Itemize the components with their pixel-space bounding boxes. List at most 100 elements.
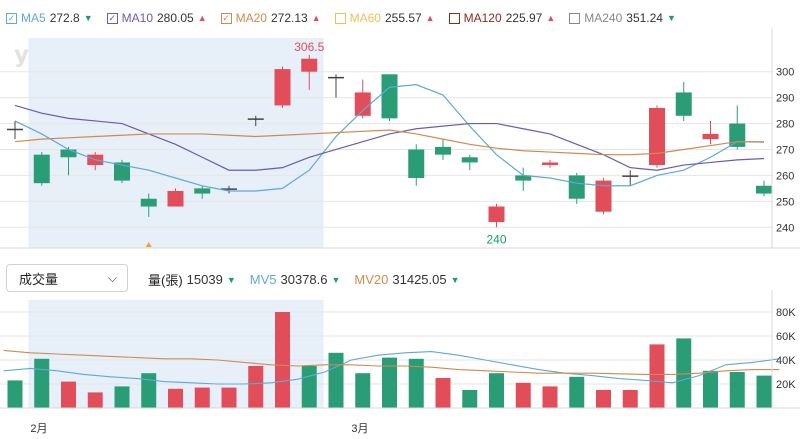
candle-body — [756, 185, 772, 194]
candle-body — [488, 206, 505, 223]
candle — [542, 159, 558, 168]
volume-bar — [275, 312, 290, 408]
volume-bar — [34, 358, 50, 408]
volume-legend-value: 31425.05 — [392, 272, 447, 287]
volume-ma-line-mv5 — [3, 351, 780, 385]
candle — [354, 79, 371, 119]
x-axis-label: 2月 — [30, 423, 47, 435]
candle — [461, 154, 478, 171]
price-tick-label: 290 — [776, 93, 794, 105]
candle — [221, 185, 237, 194]
legend-item-ma240[interactable]: MA240 351.24 ▼ — [569, 11, 676, 25]
candle-body — [33, 154, 50, 184]
candle-body — [167, 190, 184, 207]
triangle-down-icon: ▼ — [83, 13, 93, 23]
volume-legend-item-0: 量(張) 15039 ▼ — [148, 270, 236, 289]
price-tick-label: 300 — [776, 67, 794, 79]
candle-body — [702, 133, 719, 140]
triangle-up-icon: ▲ — [546, 13, 556, 23]
candle — [515, 167, 532, 191]
legend-name: MA20 — [235, 11, 267, 25]
candle — [488, 203, 505, 228]
volume-select-label: 成交量 — [19, 271, 59, 287]
ma-line-ma20 — [14, 129, 764, 156]
legend-checkbox[interactable]: ✓ — [106, 12, 118, 24]
legend-item-ma10[interactable]: ✓ MA10 280.05 ▲ — [106, 11, 207, 25]
legend-checkbox[interactable] — [448, 12, 460, 24]
legend-item-ma20[interactable]: ✓ MA20 272.13 ▲ — [220, 11, 321, 25]
candle — [247, 115, 264, 127]
volume-bar — [355, 373, 371, 408]
legend-value: 272.13 — [270, 11, 308, 25]
volume-bar — [515, 382, 531, 408]
volume-bar — [141, 373, 157, 408]
candle-body — [729, 123, 746, 147]
legend-value: 255.57 — [384, 11, 422, 25]
candle — [381, 74, 398, 121]
volume-bar — [168, 388, 183, 408]
candle-body — [675, 92, 692, 116]
candle-body — [381, 74, 398, 119]
volume-ma-line-mv20 — [3, 349, 780, 375]
legend-checkbox[interactable] — [334, 12, 346, 24]
price-tick-label: 240 — [776, 222, 794, 234]
candle-body — [542, 162, 558, 166]
low-price-label: 240 — [486, 232, 506, 246]
volume-legend-name: MV5 — [249, 272, 277, 287]
event-marker-icon — [145, 242, 152, 247]
chevron-down-icon: ⌵ — [107, 270, 117, 285]
volume-bar — [248, 366, 264, 408]
legend-item-ma5[interactable]: ✓ MA5 272.8 ▼ — [6, 11, 93, 25]
triangle-up-icon: ▲ — [197, 13, 207, 23]
volume-indicator-select[interactable]: 成交量 ⌵ — [6, 264, 128, 292]
candle — [756, 180, 772, 197]
candle — [60, 146, 77, 176]
legend-item-ma120[interactable]: MA120 225.97 ▲ — [448, 11, 556, 25]
candle — [622, 170, 639, 186]
candle-body — [568, 175, 585, 199]
price-tick-label: 270 — [776, 144, 794, 156]
volume-bar — [61, 381, 76, 408]
volume-bar — [676, 338, 692, 408]
volume-tick-label: 80K — [776, 307, 796, 319]
candle — [33, 152, 50, 186]
volume-bar — [87, 392, 103, 408]
candle — [301, 54, 318, 90]
volume-legend-item-2: MV20 31425.05 ▼ — [354, 272, 459, 287]
legend-checkbox[interactable] — [569, 12, 581, 24]
volume-legend-value: 30378.6 — [280, 272, 328, 287]
legend-value: 272.8 — [49, 11, 80, 25]
volume-bar — [328, 352, 344, 408]
candle — [408, 144, 425, 186]
volume-bar — [649, 344, 665, 408]
candle — [328, 74, 344, 98]
volume-tick-label: 40K — [776, 355, 796, 367]
candle-body — [140, 198, 157, 207]
volume-bar — [596, 390, 611, 408]
price-highlight-band — [28, 38, 324, 248]
candle-body — [328, 76, 344, 79]
legend-checkbox[interactable]: ✓ — [220, 12, 232, 24]
candle-body — [274, 69, 291, 106]
legend-checkbox[interactable]: ✓ — [6, 12, 17, 24]
volume-bar — [301, 366, 317, 408]
candle-body — [649, 108, 665, 166]
legend-item-ma60[interactable]: MA60 255.57 ▲ — [334, 11, 435, 25]
candle-body — [515, 175, 532, 181]
volume-legend-value: 15039 — [186, 272, 223, 287]
volume-legend-name: 量(張) — [148, 273, 183, 288]
candle-body — [461, 157, 478, 163]
price-tick-label: 260 — [776, 170, 794, 182]
candle-body — [194, 188, 211, 194]
volume-bar — [7, 380, 23, 408]
candle — [649, 105, 665, 168]
high-price-label: 306.5 — [294, 40, 324, 54]
triangle-down-icon: ▼ — [450, 274, 460, 285]
candle-body — [435, 146, 451, 155]
volume-bar — [622, 390, 638, 408]
candle — [568, 172, 585, 204]
volume-bar — [569, 376, 585, 408]
candle — [194, 185, 211, 199]
volume-bar — [221, 387, 237, 408]
candle-body — [7, 128, 23, 131]
